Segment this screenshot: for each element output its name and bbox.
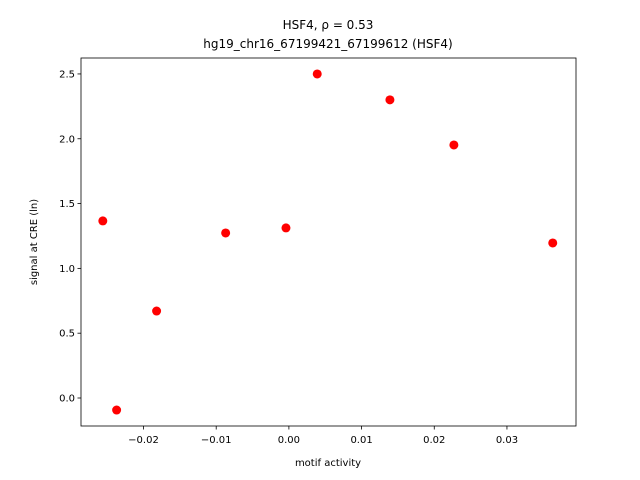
x-tick-label: 0.00 bbox=[278, 435, 300, 446]
point bbox=[312, 69, 322, 79]
y-tick-label: 1.5 bbox=[59, 199, 75, 210]
x-tick-label: −0.02 bbox=[128, 435, 159, 446]
point bbox=[152, 306, 162, 316]
x-tick-label: −0.01 bbox=[201, 435, 232, 446]
x-tick-label: 0.03 bbox=[496, 435, 518, 446]
chart-subtitle: hg19_chr16_67199421_67199612 (HSF4) bbox=[203, 37, 452, 51]
point bbox=[281, 223, 291, 233]
point bbox=[548, 238, 558, 248]
y-axis-label: signal at CRE (ln) bbox=[29, 199, 40, 285]
point bbox=[112, 405, 122, 415]
point bbox=[385, 95, 395, 105]
y-tick-label: 0.5 bbox=[59, 329, 75, 340]
y-tick-label: 1.0 bbox=[59, 264, 75, 275]
plot-frame bbox=[80, 57, 577, 427]
x-tick-label: 0.01 bbox=[350, 435, 372, 446]
y-tick-label: 2.5 bbox=[59, 69, 75, 80]
x-axis-label: motif activity bbox=[295, 458, 361, 469]
point bbox=[221, 228, 231, 238]
y-tick-label: 2.0 bbox=[59, 134, 75, 145]
y-tick-label: 0.0 bbox=[59, 394, 75, 405]
point bbox=[98, 216, 108, 226]
x-tick-label: 0.02 bbox=[423, 435, 445, 446]
point bbox=[449, 140, 459, 150]
chart-title: HSF4, ρ = 0.53 bbox=[283, 18, 374, 32]
